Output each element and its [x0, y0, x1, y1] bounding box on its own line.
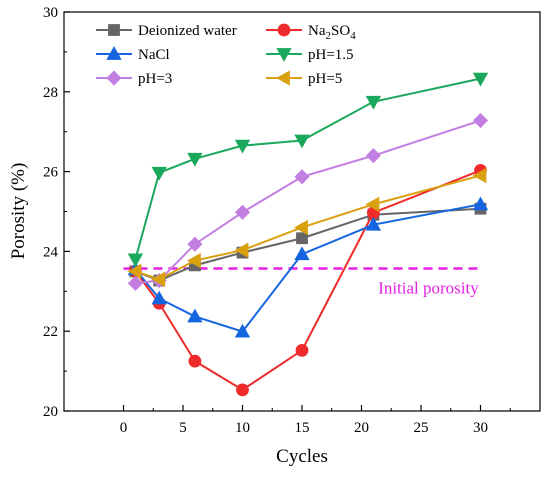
- x-tick-label: 10: [235, 420, 250, 436]
- legend-label: pH=5: [308, 71, 342, 87]
- x-tick-label: 0: [120, 420, 128, 436]
- legend-entry-nacl: NaCl: [96, 46, 170, 63]
- legend-label: pH=1.5: [308, 47, 354, 63]
- diamond-marker: [365, 148, 381, 164]
- legend-marker-triangle-down: [276, 48, 292, 62]
- triangle-down-marker: [294, 134, 310, 149]
- x-axis-title: Cycles: [276, 446, 328, 467]
- series-0: [129, 202, 487, 287]
- triangle-left-marker: [151, 271, 166, 288]
- legend-label: NaCl: [138, 47, 170, 63]
- legend-entry-deionized-water: Deionized water: [96, 23, 237, 39]
- y-tick-label: 26: [43, 165, 59, 181]
- x-tick-label: 5: [179, 420, 187, 436]
- x-tick-label: 25: [414, 420, 429, 436]
- square-marker: [296, 232, 308, 245]
- triangle-left-marker: [234, 242, 249, 258]
- x-tick-label: 20: [354, 420, 369, 436]
- y-tick-label: 30: [43, 5, 58, 21]
- series-4: [127, 112, 489, 291]
- circle-marker: [277, 23, 291, 37]
- triangle-up-marker: [234, 323, 251, 338]
- triangle-up-marker: [187, 308, 203, 323]
- series-group: [127, 72, 489, 397]
- diamond-marker: [187, 236, 203, 252]
- series-line: [134, 77, 481, 260]
- diamond-marker: [106, 70, 122, 86]
- triangle-up-marker: [472, 196, 489, 211]
- y-tick-label: 22: [43, 324, 58, 340]
- legend-label-na2so4: Na2SO4: [308, 23, 356, 42]
- triangle-left-marker: [187, 252, 201, 269]
- triangle-down-marker: [187, 152, 203, 167]
- triangle-down-marker: [472, 72, 489, 87]
- triangle-down-marker: [234, 139, 251, 154]
- legend-entry-ph-3: pH=3: [96, 70, 172, 87]
- legend-marker-diamond: [106, 70, 122, 86]
- legend-label: pH=3: [138, 71, 172, 87]
- legend-entry-na2so4: Na2SO4: [266, 23, 356, 42]
- diamond-marker: [472, 112, 489, 129]
- triangle-up-marker: [365, 216, 382, 231]
- legend-label: Deionized water: [138, 23, 237, 39]
- axis-ticks: 0 5 10 15 20 25 30 20 22 24 26 28 30: [43, 5, 511, 436]
- triangle-left-marker: [472, 167, 487, 184]
- diamond-marker: [294, 169, 310, 185]
- legend-entry-ph-1-5: pH=1.5: [266, 47, 354, 63]
- circle-marker: [188, 354, 202, 368]
- triangle-down-marker: [151, 166, 167, 181]
- legend-marker-square: [108, 24, 120, 36]
- triangle-left-marker: [276, 70, 290, 86]
- legend: Deionized water Na2SO4 NaCl pH=1.5 pH=3 …: [96, 23, 356, 87]
- circle-marker: [295, 343, 309, 357]
- triangle-down-marker: [365, 95, 382, 110]
- y-axis-title: Porosity (%): [8, 163, 29, 260]
- legend-marker-circle: [277, 23, 291, 37]
- x-tick-label: 15: [295, 420, 310, 436]
- diamond-marker: [234, 204, 251, 220]
- triangle-left-marker: [294, 219, 308, 236]
- series-3: [127, 72, 489, 268]
- initial-porosity-line-group: Initial porosity: [123, 267, 481, 298]
- triangle-down-marker: [276, 48, 292, 62]
- diamond-marker: [127, 275, 143, 291]
- legend-marker-triangle-up: [106, 46, 122, 60]
- initial-porosity-label: Initial porosity: [378, 279, 479, 298]
- square-marker: [108, 24, 120, 36]
- triangle-up-marker: [294, 246, 310, 261]
- triangle-left-marker: [127, 263, 142, 280]
- triangle-up-marker: [106, 46, 122, 60]
- y-tick-label: 28: [43, 85, 58, 101]
- x-tick-label: 30: [473, 420, 488, 436]
- y-tick-label: 20: [43, 404, 58, 420]
- triangle-down-marker: [127, 253, 144, 268]
- legend-marker-triangle-left: [276, 70, 290, 86]
- triangle-left-marker: [365, 196, 380, 213]
- triangle-up-marker: [151, 290, 167, 305]
- series-5: [127, 167, 487, 288]
- circle-marker: [236, 383, 249, 397]
- y-tick-label: 24: [43, 244, 59, 260]
- legend-entry-ph-5: pH=5: [266, 70, 342, 87]
